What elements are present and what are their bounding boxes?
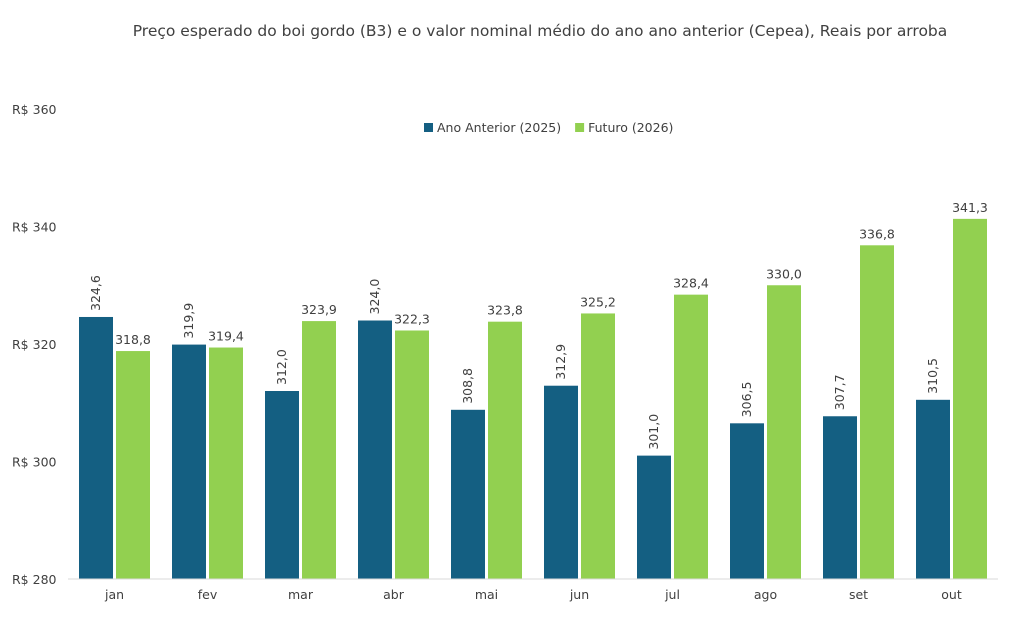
bar-ano-anterior	[823, 416, 857, 579]
legend-label: Futuro (2026)	[588, 120, 673, 135]
x-tick-label: mar	[288, 587, 314, 602]
data-label: 310,5	[925, 358, 940, 394]
bar-futuro	[395, 330, 429, 579]
data-label: 312,9	[553, 344, 568, 380]
bar-ano-anterior	[730, 423, 764, 579]
bar-futuro	[116, 351, 150, 579]
bar-futuro	[488, 321, 522, 579]
legend-label: Ano Anterior (2025)	[437, 120, 561, 135]
data-label: 328,4	[673, 276, 709, 291]
bar-futuro	[674, 294, 708, 579]
legend-swatch	[575, 123, 585, 132]
y-tick-label: R$ 360	[12, 102, 57, 117]
data-label: 325,2	[580, 294, 616, 309]
legend-swatch	[424, 123, 433, 132]
y-tick-label: R$ 320	[12, 337, 57, 352]
data-label: 301,0	[646, 414, 661, 450]
bar-futuro	[860, 245, 894, 580]
chart-title: Preço esperado do boi gordo (B3) e o val…	[133, 22, 948, 40]
data-label: 330,0	[766, 266, 802, 281]
data-label: 323,8	[487, 303, 523, 318]
data-label: 341,3	[952, 200, 988, 215]
x-tick-label: ago	[754, 587, 777, 602]
bar-futuro	[302, 321, 336, 579]
bar-ano-anterior	[916, 399, 950, 579]
data-label: 306,5	[739, 382, 754, 418]
y-tick-label: R$ 280	[12, 572, 57, 587]
data-label: 323,9	[301, 302, 337, 317]
bar-ano-anterior	[544, 385, 578, 579]
y-axis: R$ 280 R$ 300 R$ 320 R$ 340 R$ 360	[12, 102, 57, 587]
x-tick-label: out	[941, 587, 962, 602]
data-label: 336,8	[859, 226, 895, 241]
data-label: 322,3	[394, 311, 430, 326]
data-label: 319,9	[181, 303, 196, 339]
legend: Ano Anterior (2025) Futuro (2026)	[424, 120, 673, 135]
x-tick-label: jun	[569, 587, 589, 602]
data-label: 319,4	[208, 329, 244, 344]
bar-futuro	[209, 347, 243, 579]
x-tick-label: mai	[475, 587, 498, 602]
y-tick-label: R$ 340	[12, 220, 57, 235]
x-tick-label: jul	[664, 587, 680, 602]
bar-ano-anterior	[172, 344, 206, 579]
data-label: 324,6	[88, 275, 103, 311]
data-label: 318,8	[115, 332, 151, 347]
bar-ano-anterior	[79, 316, 113, 579]
bar-futuro	[953, 218, 987, 580]
bar-ano-anterior	[265, 391, 299, 579]
bars: 324,6 318,8 319,9 319,4 312,0 323,9 324,0 322,3…	[79, 200, 988, 580]
x-tick-label: jan	[104, 587, 124, 602]
bar-futuro	[767, 285, 801, 579]
data-label: 308,8	[460, 368, 475, 404]
x-tick-label: fev	[198, 587, 218, 602]
x-axis: jan fev mar abr mai jun jul ago set out	[68, 578, 998, 602]
y-tick-label: R$ 300	[12, 455, 57, 470]
x-tick-label: abr	[383, 587, 405, 602]
data-label: 312,0	[274, 349, 289, 385]
bar-ano-anterior	[358, 320, 392, 579]
bar-ano-anterior	[637, 455, 671, 579]
bar-futuro	[581, 313, 615, 579]
data-label: 324,0	[367, 279, 382, 315]
data-label: 307,7	[832, 374, 847, 410]
bar-ano-anterior	[451, 409, 485, 579]
x-tick-label: set	[849, 587, 868, 602]
